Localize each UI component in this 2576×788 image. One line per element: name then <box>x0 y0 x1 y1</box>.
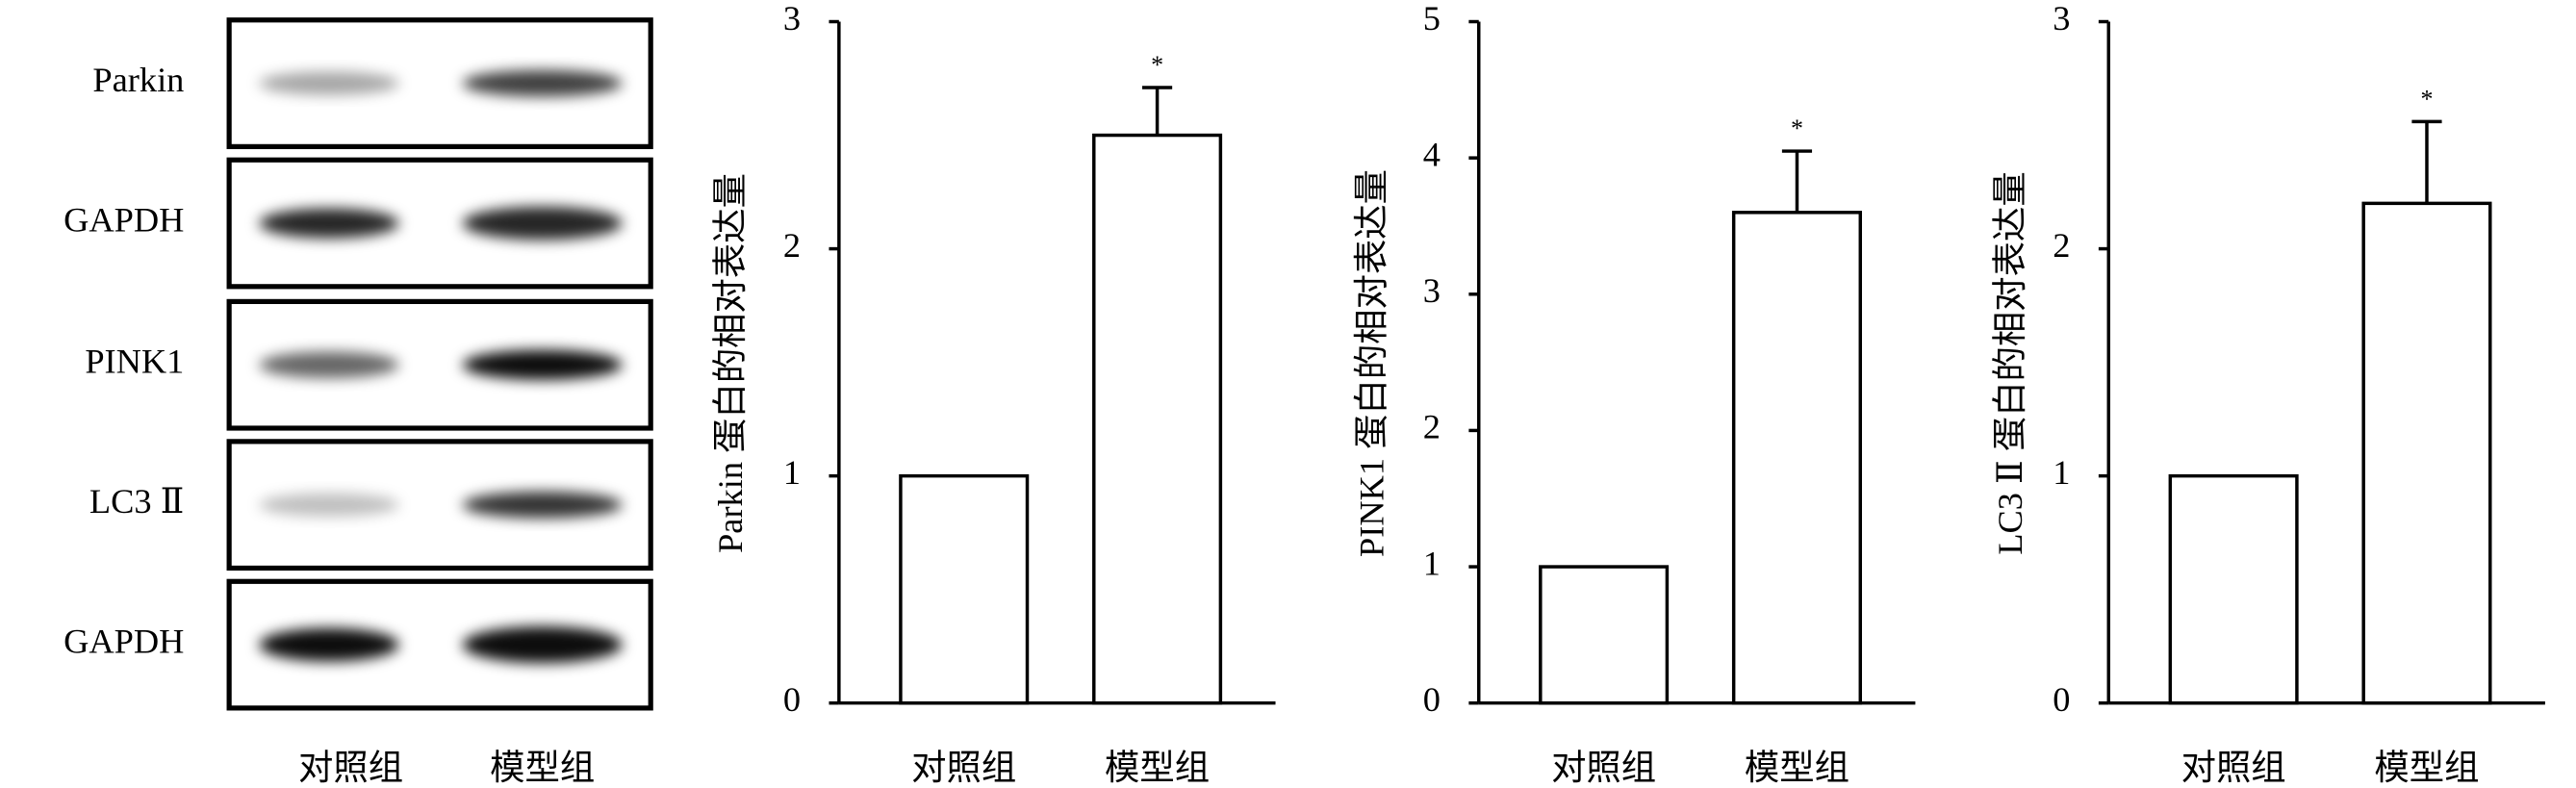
blot-band <box>259 627 399 662</box>
y-axis-label: LC3 Ⅱ 蛋白的相对表达量 <box>1991 171 2029 554</box>
bar <box>1539 565 1670 705</box>
x-tick-label: 对照组 <box>1551 749 1656 787</box>
blot-category: 模型组 <box>490 749 595 787</box>
y-tick-label: 2 <box>2053 226 2070 265</box>
y-tick-label: 3 <box>2053 0 2070 38</box>
blot-band <box>259 351 399 379</box>
y-axis-label: PINK1 蛋白的相对表达量 <box>1353 169 1391 557</box>
bar <box>2361 201 2492 705</box>
bar <box>2168 473 2299 705</box>
blot-label: GAPDH <box>64 622 184 660</box>
y-tick-label: 2 <box>1423 408 1441 446</box>
y-tick-label: 0 <box>1423 680 1441 719</box>
blot-label: Parkin <box>92 61 184 99</box>
x-tick-label: 模型组 <box>2374 749 2479 787</box>
blot-band <box>462 349 623 380</box>
x-tick-label: 对照组 <box>911 749 1016 787</box>
blot-band <box>462 206 623 241</box>
blot-band <box>462 491 623 519</box>
blot-label: PINK1 <box>85 343 184 381</box>
blot-band <box>462 69 623 97</box>
blot-category: 对照组 <box>298 749 403 787</box>
bar <box>1092 133 1223 705</box>
blot-band <box>462 626 623 664</box>
y-tick-label: 2 <box>783 226 801 265</box>
significance-mark: * <box>2420 86 2433 114</box>
y-tick-label: 3 <box>783 0 801 38</box>
blot-label: LC3 Ⅱ <box>89 482 184 521</box>
bar <box>899 473 1030 705</box>
y-tick-label: 3 <box>1423 271 1441 310</box>
blot-label: GAPDH <box>64 200 184 239</box>
y-tick-label: 1 <box>783 453 801 492</box>
y-tick-label: 0 <box>783 680 801 719</box>
significance-mark: * <box>1791 114 1803 142</box>
y-tick-label: 5 <box>1423 0 1441 38</box>
y-tick-label: 4 <box>1423 135 1441 173</box>
bar <box>1731 211 1863 705</box>
x-tick-label: 对照组 <box>2181 749 2286 787</box>
y-tick-label: 0 <box>2053 680 2070 719</box>
y-axis-label: Parkin 蛋白的相对表达量 <box>711 173 750 553</box>
western-blot: Parkin GAPDH PINK1 LC3 Ⅱ GAPDH 对照组 模型组 <box>64 17 653 787</box>
blot-band <box>259 493 399 517</box>
blot-band <box>259 71 399 95</box>
x-tick-label: 模型组 <box>1105 749 1210 787</box>
significance-mark: * <box>1151 51 1163 79</box>
y-tick-label: 1 <box>2053 453 2070 492</box>
y-tick-label: 1 <box>1423 544 1441 582</box>
blot-band <box>259 208 399 239</box>
x-tick-label: 模型组 <box>1745 749 1849 787</box>
